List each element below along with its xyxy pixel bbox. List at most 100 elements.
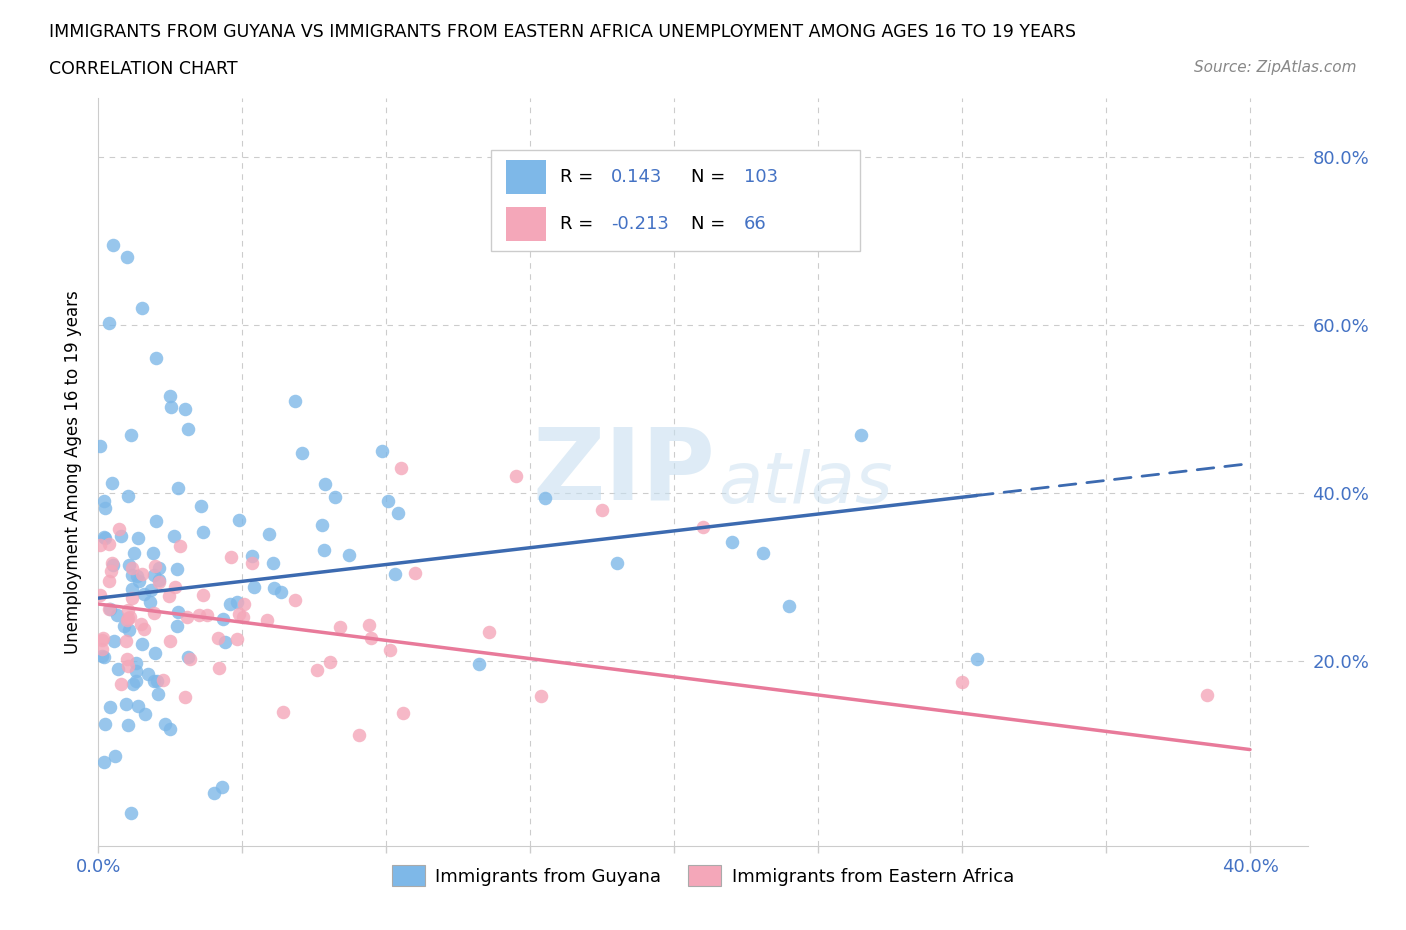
FancyBboxPatch shape [506,161,546,194]
Point [950,675,973,690]
Point [337,548,360,563]
Point [152,672,174,687]
Point [692,519,714,534]
Point [94,717,117,732]
Point [93,755,115,770]
Point [360,631,382,645]
Point [187,608,209,623]
Point [211,780,233,795]
Point [530,689,553,704]
Point [117,658,139,673]
Point [145,513,167,528]
Point [259,526,281,541]
Point [145,351,167,365]
Point [91,641,114,656]
Point [204,785,226,800]
Point [98,315,121,330]
Point [359,618,381,632]
Point [207,661,229,676]
Text: N =: N = [690,215,731,232]
Point [134,621,156,636]
Point [129,617,152,631]
Point [101,555,124,570]
Point [377,494,399,509]
Point [134,706,156,721]
Point [121,581,143,596]
Point [177,650,200,665]
Point [167,481,190,496]
Point [103,633,125,648]
Point [318,655,340,670]
Point [131,637,153,652]
Point [478,625,501,640]
Point [93,531,115,546]
Point [139,595,162,610]
Text: CORRELATION CHART: CORRELATION CHART [49,60,238,78]
Point [121,561,143,576]
Point [142,567,165,582]
Point [142,673,165,688]
Text: Source: ZipAtlas.com: Source: ZipAtlas.com [1194,60,1357,75]
Point [105,608,128,623]
Point [115,633,138,648]
FancyBboxPatch shape [492,150,860,251]
Point [305,663,328,678]
Point [108,522,131,537]
Point [142,545,165,560]
Point [127,568,149,583]
Point [262,555,284,570]
Point [132,587,155,602]
Point [232,596,254,611]
Point [323,489,346,504]
Point [720,534,742,549]
Point [101,557,124,572]
Point [122,677,145,692]
Point [173,402,195,417]
Point [98,602,121,617]
FancyBboxPatch shape [506,207,546,241]
Y-axis label: Unemployment Among Ages 16 to 19 years: Unemployment Among Ages 16 to 19 years [65,290,83,654]
Point [179,652,201,667]
Point [148,572,170,587]
Point [128,574,150,589]
Point [104,749,127,764]
Point [131,300,153,315]
Point [349,727,371,742]
Point [177,421,200,436]
Point [505,469,527,484]
Point [207,631,229,645]
Point [314,477,336,492]
Point [166,562,188,577]
Point [591,502,613,517]
Point [370,444,392,458]
Point [214,635,236,650]
Point [153,717,176,732]
Point [112,618,135,633]
Point [101,476,124,491]
Point [136,666,159,681]
Point [226,631,249,646]
Point [100,564,122,578]
Point [139,583,162,598]
Point [115,697,138,711]
Point [120,427,142,442]
Point [212,612,235,627]
Point [117,489,139,504]
Point [145,645,167,660]
Point [291,445,314,460]
Point [391,705,413,720]
Point [98,699,121,714]
Point [169,538,191,553]
Point [851,428,873,443]
Point [190,498,212,513]
Point [226,595,249,610]
Point [311,518,333,533]
Point [404,565,426,580]
Point [159,722,181,737]
Text: R =: R = [561,168,599,186]
Point [117,610,139,625]
Point [166,618,188,633]
Point [533,491,555,506]
Point [127,698,149,713]
Point [270,585,292,600]
